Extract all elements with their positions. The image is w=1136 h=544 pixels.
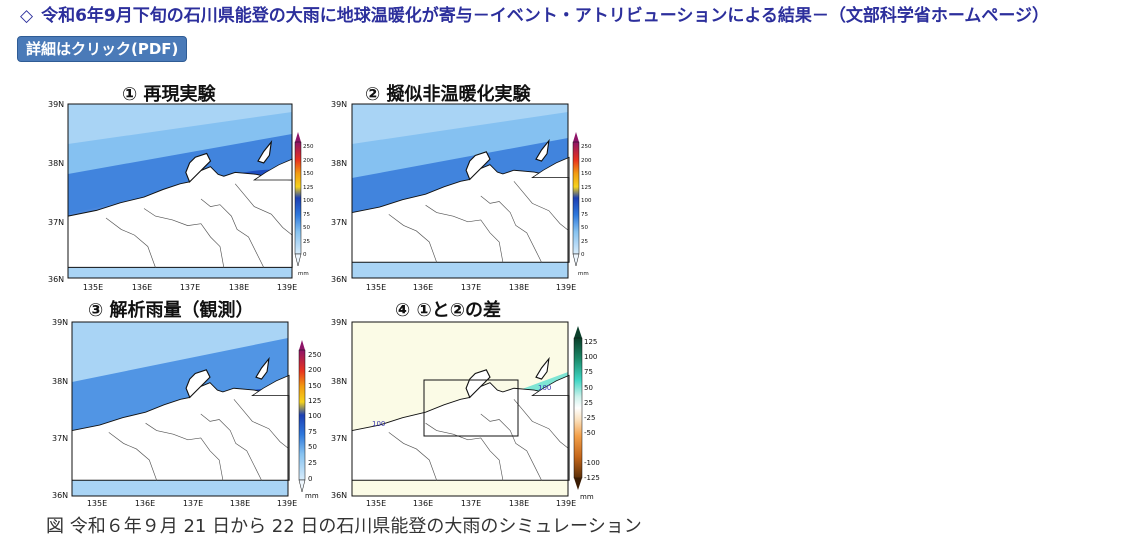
colorbar-tick: 75 xyxy=(308,428,317,436)
lon-label: 136E xyxy=(135,499,155,508)
colorbar-tick: 50 xyxy=(584,384,593,392)
lat-label: 36N xyxy=(48,275,64,284)
diamond-icon: ◇ xyxy=(20,6,34,26)
colorbar-rain-1: 250 200 150 125 100 75 50 25 0 mm xyxy=(294,132,314,277)
colorbar-tick: 100 xyxy=(303,198,314,204)
panel-title-4: ④ ①と②の差 xyxy=(395,300,501,321)
colorbar-tick: 250 xyxy=(308,351,321,359)
colorbar-unit: mm xyxy=(580,493,594,501)
colorbar-tick: 0 xyxy=(303,252,307,258)
panel-map-2 xyxy=(351,103,570,279)
lon-label: 139E xyxy=(277,499,297,508)
panel-title-3: ③ 解析雨量（観測） xyxy=(88,300,254,321)
colorbar-tick: 150 xyxy=(581,171,592,177)
colorbar-unit: mm xyxy=(578,271,589,277)
lat-label: 36N xyxy=(331,275,347,284)
colorbar-tick: 75 xyxy=(584,368,593,376)
panel-map-1 xyxy=(67,103,293,279)
pdf-details-button[interactable]: 詳細はクリック(PDF) xyxy=(17,36,188,62)
panel-map-3 xyxy=(71,321,290,497)
lat-label: 39N xyxy=(48,100,64,109)
lat-label: 36N xyxy=(52,491,68,500)
lat-label: 38N xyxy=(331,159,347,168)
lat-label: 38N xyxy=(52,377,68,386)
lon-label: 136E xyxy=(413,499,433,508)
lat-label: 37N xyxy=(331,218,347,227)
colorbar-tick: 200 xyxy=(308,366,321,374)
lat-label: 37N xyxy=(48,218,64,227)
colorbar-tick: 150 xyxy=(303,171,314,177)
lon-label: 137E xyxy=(461,499,481,508)
headline-text: 令和6年9月下旬の石川県能登の大雨に地球温暖化が寄与－イベント・アトリビューショ… xyxy=(41,6,1050,26)
colorbar-diff: 125 100 75 50 25 -25 -50 -100 -125 mm xyxy=(573,326,600,501)
contour-label-1: 100 xyxy=(372,420,385,428)
lat-label: 39N xyxy=(331,100,347,109)
colorbar-tick: 100 xyxy=(308,412,321,420)
colorbar-tick: -25 xyxy=(584,414,595,422)
lon-label: 136E xyxy=(132,283,152,292)
colorbar-unit: mm xyxy=(305,492,319,500)
lon-label: 135E xyxy=(366,499,386,508)
lon-label: 136E xyxy=(413,283,433,292)
colorbar-tick: 125 xyxy=(584,338,597,346)
colorbar-tick: 25 xyxy=(308,459,317,467)
lon-label: 135E xyxy=(87,499,107,508)
colorbar-tick: 25 xyxy=(584,399,593,407)
lon-label: 137E xyxy=(180,283,200,292)
lon-label: 137E xyxy=(183,499,203,508)
lon-label: 137E xyxy=(461,283,481,292)
colorbar-unit: mm xyxy=(298,271,309,277)
colorbar-tick: 0 xyxy=(581,252,585,258)
colorbar-tick: 125 xyxy=(308,397,321,405)
lat-label: 36N xyxy=(331,491,347,500)
colorbar-tick: 75 xyxy=(303,212,310,218)
panel-map-4: 100 100 xyxy=(351,321,570,497)
panel-title-1: ① 再現実験 xyxy=(122,84,216,105)
lon-label: 139E xyxy=(556,499,576,508)
colorbar-tick: 125 xyxy=(581,185,592,191)
colorbar-tick: 50 xyxy=(303,225,310,231)
lat-label: 38N xyxy=(48,159,64,168)
colorbar-tick: 150 xyxy=(308,382,321,390)
figure-caption: 図 令和６年９月 21 日から 22 日の石川県能登の大雨のシミュレーション xyxy=(46,516,642,537)
lat-label: 38N xyxy=(331,377,347,386)
lon-label: 139E xyxy=(277,283,297,292)
colorbar-tick: -125 xyxy=(584,474,600,482)
colorbar-tick: 100 xyxy=(581,198,592,204)
lon-label: 138E xyxy=(509,499,529,508)
lon-label: 138E xyxy=(509,283,529,292)
colorbar-tick: 50 xyxy=(581,225,588,231)
colorbar-tick: 0 xyxy=(308,475,312,483)
colorbar-tick: 25 xyxy=(581,239,588,245)
lat-label: 37N xyxy=(331,434,347,443)
colorbar-tick: 200 xyxy=(581,158,592,164)
lat-label: 39N xyxy=(52,318,68,327)
colorbar-tick: 50 xyxy=(308,443,317,451)
colorbar-rain-3: 250 200 150 125 100 75 50 25 0 mm xyxy=(298,340,321,500)
colorbar-tick: -50 xyxy=(584,429,595,437)
lon-label: 135E xyxy=(83,283,103,292)
contour-label-2: 100 xyxy=(538,384,551,392)
lon-label: 135E xyxy=(366,283,386,292)
colorbar-tick: 250 xyxy=(303,144,314,150)
panel-title-2: ② 擬似非温暖化実験 xyxy=(365,84,531,105)
colorbar-tick: 100 xyxy=(584,353,597,361)
lat-label: 37N xyxy=(52,434,68,443)
lon-label: 138E xyxy=(230,499,250,508)
colorbar-rain-2: 250 200 150 125 100 75 50 25 0 mm xyxy=(572,132,592,277)
colorbar-tick: 125 xyxy=(303,185,314,191)
colorbar-tick: 75 xyxy=(581,212,588,218)
lon-label: 138E xyxy=(229,283,249,292)
colorbar-tick: 200 xyxy=(303,158,314,164)
lat-label: 39N xyxy=(331,318,347,327)
colorbar-tick: 25 xyxy=(303,239,310,245)
colorbar-tick: 250 xyxy=(581,144,592,150)
colorbar-tick: -100 xyxy=(584,459,600,467)
page-headline: ◇ 令和6年9月下旬の石川県能登の大雨に地球温暖化が寄与－イベント・アトリビューシ… xyxy=(20,5,1130,27)
lon-label: 139E xyxy=(556,283,576,292)
